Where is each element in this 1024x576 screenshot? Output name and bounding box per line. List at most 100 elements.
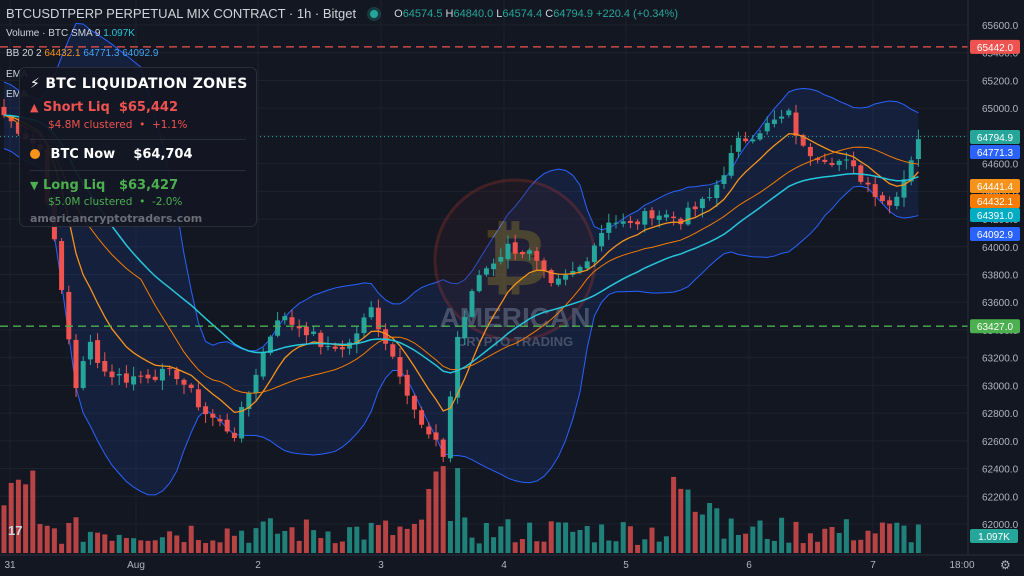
candle-body [152, 376, 158, 380]
candle-body [721, 175, 727, 184]
price-tick-label: 62800.0 [982, 409, 1019, 420]
candle-body [685, 207, 691, 225]
candle-body [519, 251, 525, 255]
volume-bar [73, 517, 79, 553]
candle-body [440, 439, 446, 457]
candle-body [59, 241, 65, 291]
volume-bar [584, 526, 590, 553]
volume-bar [649, 527, 655, 553]
volume-bar [642, 539, 648, 553]
volume-bar [735, 535, 741, 553]
volume-bar [404, 528, 410, 553]
volume-bar [570, 531, 576, 553]
volume-bar [534, 541, 540, 553]
volume-bar [512, 542, 518, 553]
time-tick-label: 7 [870, 560, 876, 571]
tradingview-logo-icon[interactable]: 17 [8, 523, 23, 538]
candle-body [613, 222, 619, 224]
volume-bar [383, 520, 389, 553]
volume-bar [606, 540, 612, 553]
triangle-up-icon: ▲ [30, 101, 39, 114]
candle-body [1, 106, 7, 116]
volume-bar [181, 542, 187, 553]
long-liq-detail: $5.0M clustered • -2.0% [48, 196, 183, 208]
volume-bar [66, 522, 72, 553]
price-label-text: 63427.0 [977, 322, 1014, 333]
candle-body [174, 369, 180, 380]
candle-body [534, 250, 540, 261]
settings-gear-icon[interactable]: ⚙ [1000, 558, 1011, 572]
volume-bar [231, 535, 237, 553]
volume-bar [829, 527, 835, 553]
candle-body [426, 426, 432, 435]
bollinger-band-fill [4, 23, 919, 495]
volume-badge-text: 1.097K [978, 532, 1010, 543]
volume-bar [872, 533, 878, 553]
ema-indicator-legend-1[interactable]: EMA [6, 69, 28, 80]
volume-bar [332, 543, 338, 553]
candle-body [87, 341, 93, 360]
candle-body [915, 139, 921, 160]
volume-bar [822, 528, 828, 553]
price-tick-label: 62200.0 [982, 492, 1019, 503]
volume-bar [915, 524, 921, 553]
candle-body [159, 368, 165, 381]
candle-body [879, 195, 885, 202]
volume-bar [469, 537, 475, 553]
symbol-title[interactable]: BTCUSDTPERP PERPETUAL MIX CONTRACT · 1h … [6, 6, 357, 21]
volume-bar [887, 523, 893, 553]
volume-bar [361, 539, 367, 553]
candle-body [699, 198, 705, 209]
volume-bar [51, 528, 57, 553]
volume-bar [527, 522, 533, 553]
candle-body [296, 325, 302, 329]
candle-body [815, 158, 821, 161]
volume-bar [296, 540, 302, 553]
volume-bar [267, 518, 273, 553]
time-tick-label: 6 [746, 560, 752, 571]
volume-bar [728, 518, 734, 553]
candle-body [851, 160, 857, 167]
price-tick-label: 65000.0 [982, 104, 1019, 115]
volume-bar [894, 522, 900, 553]
candle-body [217, 419, 223, 422]
volume-bar [901, 525, 907, 553]
candle-body [145, 374, 151, 379]
candle-body [289, 317, 295, 325]
candle-body [275, 320, 281, 336]
candle-body [728, 153, 734, 176]
volume-bar [44, 525, 50, 553]
volume-bar [678, 488, 684, 553]
volume-bar [541, 541, 547, 553]
volume-bar [311, 530, 317, 553]
candle-body [433, 432, 439, 440]
candle-body [73, 339, 79, 389]
time-tick-label: 31 [4, 560, 16, 571]
volume-bar [721, 538, 727, 553]
volume-bar [879, 522, 885, 553]
bb-indicator-legend[interactable]: BB 20 2 64432.1 64771.3 64092.9 [6, 48, 159, 59]
bitcoin-dot-icon [30, 149, 40, 159]
volume-bar [318, 538, 324, 553]
candle-body [8, 116, 14, 122]
volume-bar [30, 470, 36, 553]
volume-bar [447, 521, 453, 553]
volume-bar [195, 540, 201, 553]
candle-body [95, 340, 101, 363]
bollinger-lower-line [3, 148, 919, 496]
candle-body [102, 361, 108, 372]
volume-bar [613, 541, 619, 553]
candle-body [764, 122, 770, 132]
volume-bar [426, 488, 432, 553]
candle-body [836, 160, 842, 165]
price-label-text: 65442.0 [977, 43, 1014, 54]
short-liq-detail: $4.8M clustered • +1.1% [48, 119, 188, 131]
volume-bar [498, 526, 504, 553]
ema-indicator-legend-2[interactable]: EMA [6, 89, 28, 100]
candle-body [469, 291, 475, 317]
volume-bar [908, 542, 914, 553]
candle-body [116, 374, 122, 376]
candle-body [584, 261, 590, 269]
volume-indicator-legend[interactable]: Volume · BTC SMA 9 1.097K [6, 28, 135, 39]
